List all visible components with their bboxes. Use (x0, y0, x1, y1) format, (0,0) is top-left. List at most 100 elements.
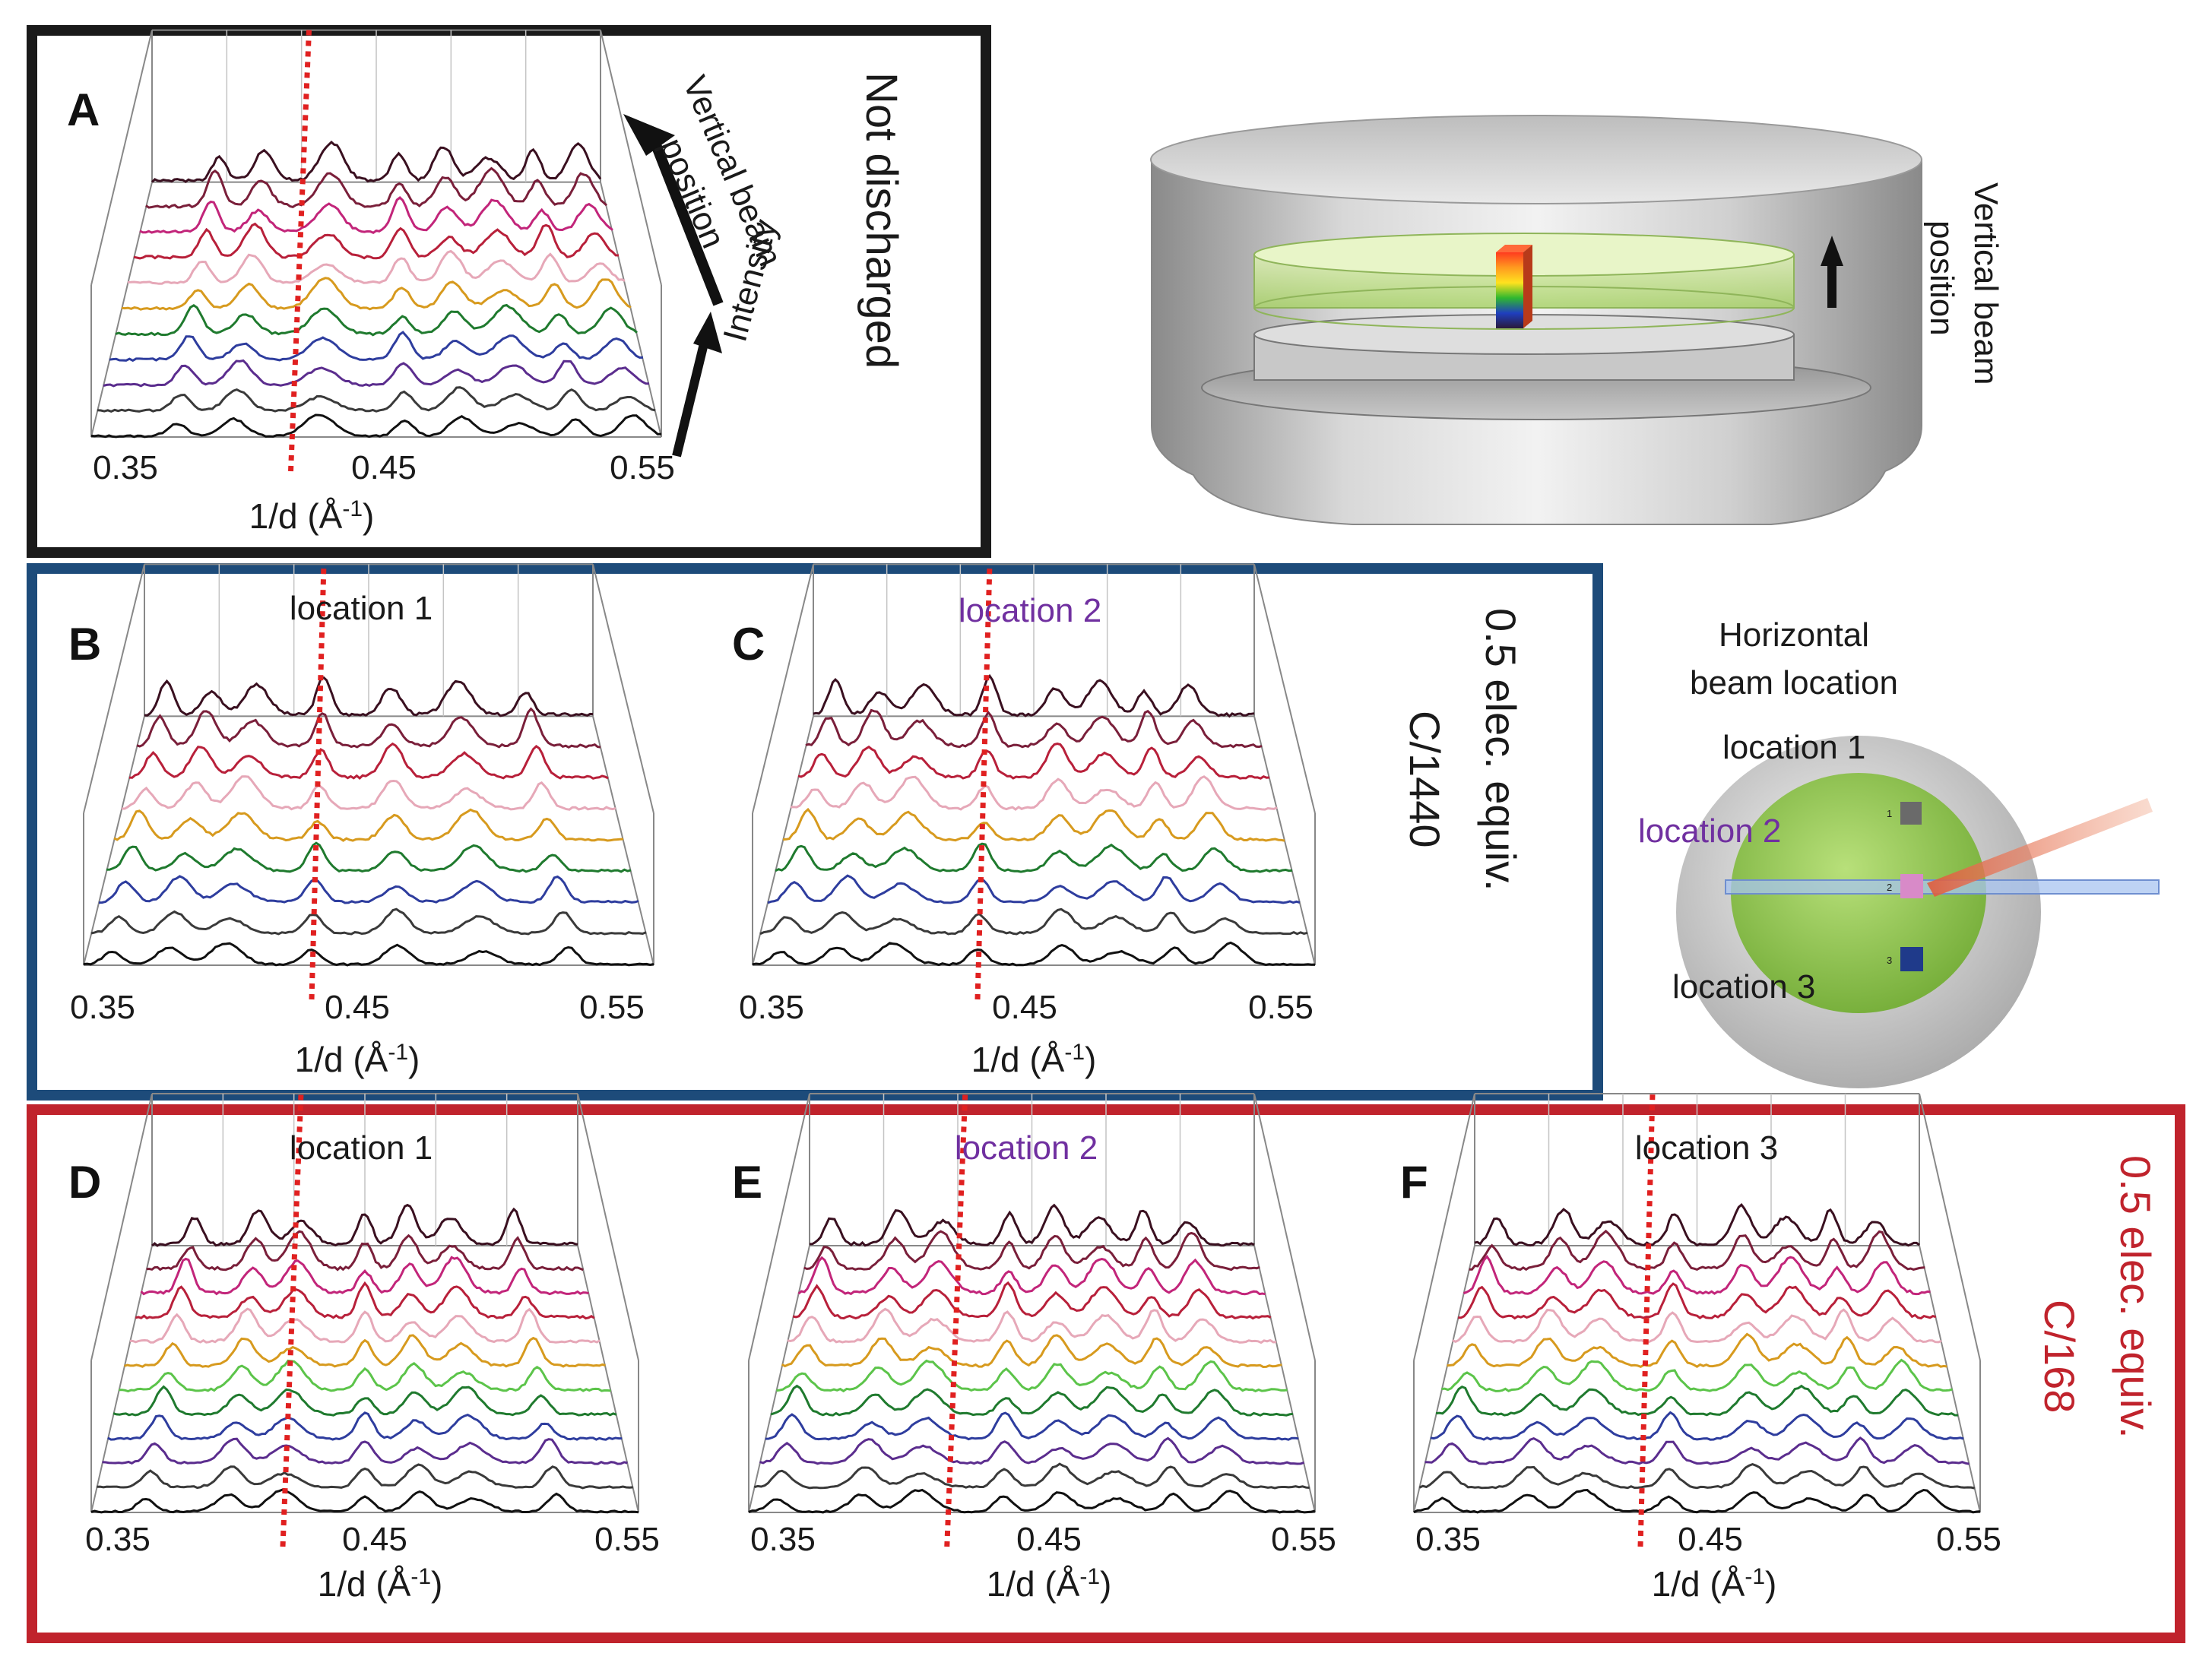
x-axis-label: 1/d (Å-1) (318, 1564, 443, 1604)
box-edge (752, 564, 814, 814)
trace (752, 941, 1316, 967)
cell-arrowhead (1821, 236, 1843, 266)
box-edge (1413, 1245, 1475, 1513)
x-tick-label: 0.45 (1678, 1521, 1743, 1558)
trace (767, 874, 1301, 904)
trace (1441, 1358, 1954, 1392)
box-edge (592, 564, 654, 814)
box-edge (752, 716, 814, 966)
marker-line (944, 1093, 968, 1547)
marker-2-label: 2 (1887, 882, 1892, 893)
cell-top (1150, 115, 1922, 204)
trace (90, 1488, 639, 1514)
blue-side-labels: 0.5 elec. equiv. C/1440 (1401, 608, 1525, 892)
x-tick-label: 0.45 (342, 1521, 407, 1558)
panel-letter: C (732, 619, 765, 670)
trace (145, 166, 608, 209)
x-tick-label: 0.35 (70, 989, 135, 1026)
trace (98, 875, 639, 904)
panel-title: location 1 (290, 1129, 433, 1167)
box-edge (1253, 564, 1316, 814)
trace (1413, 1488, 1981, 1514)
x-tick-label: 0.45 (351, 449, 417, 486)
box-edge (748, 1093, 810, 1361)
x-tick-label: 0.55 (1936, 1521, 2001, 1558)
panel-letter: B (68, 619, 101, 670)
panel-letter: F (1400, 1157, 1428, 1208)
trace (90, 413, 662, 439)
marker-3-label: 3 (1887, 955, 1892, 966)
trace (122, 775, 616, 811)
trace (1474, 1203, 1920, 1247)
horiz-title-line1: Horizontal (1719, 616, 1869, 654)
trace (1447, 1332, 1947, 1368)
x-tick-label: 0.55 (1271, 1521, 1336, 1558)
trace (133, 222, 620, 260)
trace (1463, 1254, 1931, 1296)
trace (139, 196, 613, 235)
x-tick-label: 0.55 (610, 449, 675, 486)
cell-label-vertical-beam: Vertical beam (1967, 182, 2004, 385)
trace (797, 1256, 1266, 1296)
box-edge (1413, 1093, 1475, 1361)
box-edge (83, 564, 145, 814)
trace (1435, 1384, 1958, 1417)
panel-a: A 0.35 0.45 0.55 1/d (Å-1) (67, 29, 675, 536)
box-edge (600, 182, 662, 438)
x-tick-label: 0.35 (750, 1521, 816, 1558)
intensity-arrow (672, 330, 711, 458)
marker-1-label: 1 (1887, 808, 1892, 819)
trace (106, 841, 632, 873)
trace (1469, 1229, 1925, 1272)
label-not-discharged: Not discharged (857, 72, 906, 369)
trace (1418, 1462, 1976, 1490)
location-marker-3 (1900, 947, 1923, 971)
trace (1430, 1411, 1964, 1441)
beam-column-top (1496, 245, 1532, 252)
trace (782, 807, 1285, 842)
x-axis-label: 1/d (Å-1) (295, 1040, 420, 1079)
panel-title: location 2 (955, 1129, 1098, 1167)
trace (146, 1230, 584, 1272)
trace (119, 1359, 611, 1393)
trace (1458, 1282, 1937, 1320)
vertical-beam-arrowhead (623, 114, 675, 156)
box-edge (1253, 716, 1316, 966)
box-edge (577, 1093, 639, 1361)
trace (776, 1359, 1288, 1393)
trace (1424, 1436, 1970, 1465)
trace (140, 1256, 589, 1296)
marker-line (974, 564, 993, 1000)
box-edge (1253, 1245, 1316, 1513)
trace (759, 1436, 1305, 1465)
location-marker-2 (1900, 874, 1923, 898)
panel-title: location 2 (959, 592, 1101, 629)
horiz-location-3: location 3 (1672, 968, 1815, 1006)
box-edge (90, 30, 153, 286)
cell-illustration: Vertical beam position (1150, 115, 2004, 525)
x-tick-label: 0.45 (992, 989, 1057, 1026)
location-marker-1 (1900, 802, 1922, 825)
box-edge (600, 30, 662, 286)
trace (803, 1230, 1260, 1272)
trace (781, 1334, 1282, 1369)
red-side-labels: 0.5 elec. equiv. C/168 (2036, 1155, 2160, 1439)
trace (809, 1203, 1255, 1247)
trace (97, 1463, 633, 1490)
trace (109, 331, 644, 363)
marker-line (1637, 1093, 1656, 1547)
box-edge (1919, 1093, 1981, 1361)
trace (107, 1411, 623, 1441)
box-edge (1919, 1245, 1981, 1513)
trace (90, 907, 647, 936)
panel-title: location 3 (1635, 1129, 1778, 1167)
x-tick-label: 0.45 (325, 989, 390, 1026)
box-edge (90, 1093, 153, 1361)
trace (128, 742, 609, 781)
trace (121, 277, 632, 311)
trace (753, 1462, 1310, 1490)
